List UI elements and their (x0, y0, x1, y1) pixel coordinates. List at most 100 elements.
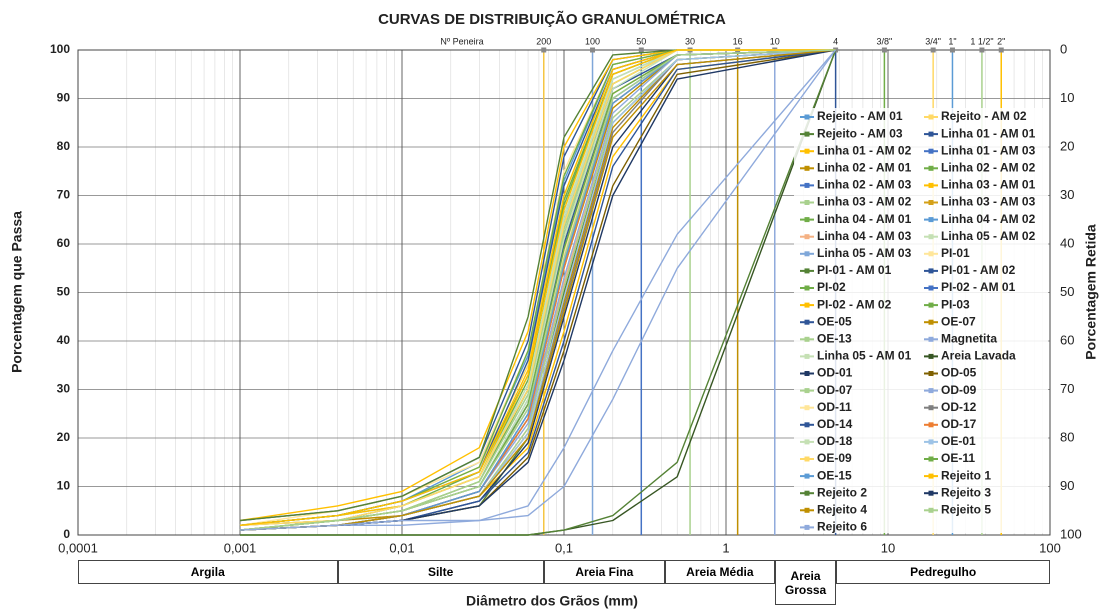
sieve-label: 4 (833, 36, 838, 46)
legend-marker (928, 165, 934, 171)
legend-marker (804, 302, 810, 308)
legend-marker (928, 200, 934, 205)
legend-marker (928, 285, 934, 291)
sieve-label: 1 1/2" (970, 36, 993, 46)
series-line (239, 49, 837, 531)
legend-marker (928, 302, 934, 308)
legend-label: Linha 01 - AM 03 (941, 143, 1036, 157)
x-tick-label: 0,1 (555, 540, 573, 555)
y2-axis-label: Porcentagem Retida (1083, 224, 1099, 360)
legend-marker (804, 439, 810, 445)
legend-label: OD-17 (941, 417, 977, 431)
sieve-marker (979, 47, 985, 53)
legend-marker (804, 524, 810, 530)
y-axis-label: Porcentagem que Passa (9, 211, 25, 373)
series-line (239, 49, 836, 522)
sieve-label: 50 (636, 36, 646, 46)
legend-label: PI-01 (941, 246, 970, 260)
legend-marker (928, 114, 934, 120)
series-line (239, 49, 836, 522)
legend-marker (928, 148, 934, 154)
legend-label: Linha 04 - AM 02 (941, 212, 1036, 226)
legend-marker (804, 353, 810, 359)
legend-marker (928, 251, 934, 257)
legend-label: Rejeito - AM 01 (817, 109, 903, 123)
y-tick-label: 50 (57, 285, 71, 299)
x-tick-label: 10 (881, 540, 895, 555)
legend-marker (804, 114, 810, 120)
y2-tick-label: 0 (1060, 41, 1067, 56)
legend-label: Linha 02 - AM 03 (817, 178, 912, 192)
legend-marker (804, 388, 810, 394)
legend-label: Linha 05 - AM 02 (941, 229, 1036, 243)
y2-tick-label: 60 (1060, 332, 1074, 347)
y-tick-label: 70 (57, 188, 71, 202)
legend-marker (804, 182, 810, 188)
y-tick-label: 10 (57, 479, 71, 493)
series-line (239, 49, 836, 531)
legend-label: Rejeito - AM 02 (941, 109, 1027, 123)
legend-marker (804, 131, 810, 137)
legend-label: OD-01 (817, 366, 853, 380)
series-line (239, 49, 837, 531)
y-tick-label: 60 (57, 236, 71, 250)
legend-label: OD-05 (941, 366, 977, 380)
x-tick-label: 0,001 (224, 540, 257, 555)
plot-border (77, 49, 1051, 536)
sieve-label: 200 (536, 36, 551, 46)
legend-label: Rejeito - AM 03 (817, 126, 903, 140)
legend-marker (804, 200, 810, 205)
y-tick-label: 30 (57, 382, 71, 396)
x-tick-label: 1 (722, 540, 729, 555)
legend-label: OD-07 (817, 383, 853, 397)
legend: Rejeito - AM 01 Rejeito - AM 02 Rejeito - … (794, 108, 1048, 534)
legend-label: Linha 05 - AM 03 (817, 246, 912, 260)
legend-label: OE-15 (817, 468, 852, 482)
sieve-label: 30 (685, 36, 695, 46)
legend-label: Linha 03 - AM 03 (941, 195, 1036, 209)
series-line (239, 49, 836, 522)
legend-label: Rejeito 2 (817, 485, 867, 499)
legend-marker (804, 336, 810, 342)
y2-tick-label: 20 (1060, 138, 1074, 153)
y-tick-label: 90 (57, 91, 71, 105)
legend-label: PI-01 - AM 02 (941, 263, 1016, 277)
sieve-label: 100 (585, 36, 600, 46)
y2-tick-label: 80 (1060, 429, 1074, 444)
legend-label: OE-09 (817, 451, 852, 465)
legend-label: OE-01 (941, 434, 976, 448)
legend-marker (804, 456, 810, 462)
sieve-marker (930, 47, 936, 53)
legend-marker (928, 353, 934, 359)
sieve-label: 10 (770, 36, 780, 46)
class-band: Areia Média (664, 560, 775, 584)
legend-label: PI-03 (941, 297, 970, 311)
y2-tick-label: 50 (1060, 284, 1074, 299)
legend-box (794, 108, 1048, 533)
legend-marker (804, 473, 810, 479)
legend-label: Linha 01 - AM 01 (941, 126, 1036, 140)
series-line (240, 49, 837, 536)
legend-label: Linha 04 - AM 01 (817, 212, 912, 226)
sieve-marker (833, 47, 839, 53)
legend-label: Linha 03 - AM 02 (817, 195, 912, 209)
y-tick-label: 40 (57, 333, 71, 347)
class-band: Areia Grossa (774, 560, 837, 605)
legend-label: OD-14 (817, 417, 853, 431)
legend-label: PI-01 - AM 01 (817, 263, 892, 277)
chart-title: CURVAS DE DISTRIBUIÇÃO GRANULOMÉTRICA (378, 10, 726, 28)
legend-marker (928, 490, 934, 496)
y-tick-label: 20 (57, 430, 71, 444)
y-tick-label: 0 (63, 527, 70, 541)
legend-marker (928, 131, 934, 137)
legend-marker (804, 405, 810, 411)
sieve-label: 3/8" (877, 36, 893, 46)
legend-marker (928, 473, 934, 479)
sieve-label: 2" (997, 36, 1005, 46)
sieve-marker (998, 47, 1004, 53)
legend-marker (804, 217, 810, 223)
sieve-marker (638, 47, 644, 53)
y2-tick-label: 70 (1060, 381, 1074, 396)
series-line (239, 49, 836, 526)
